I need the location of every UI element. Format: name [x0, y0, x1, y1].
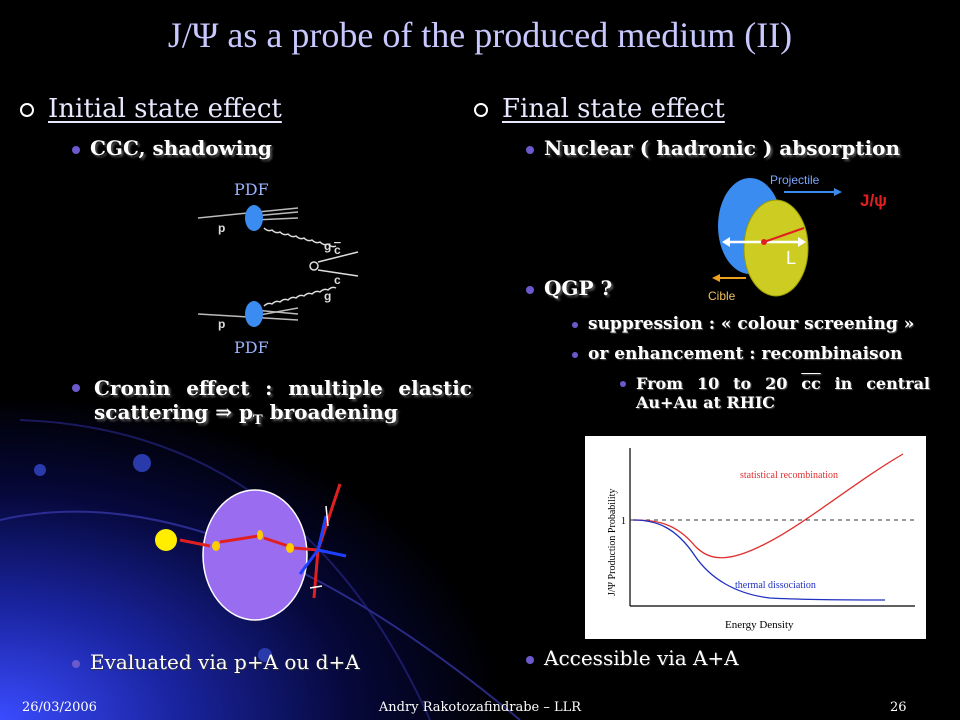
cronin-scattering-diagram [155, 483, 347, 621]
feynman-p2: p [218, 317, 225, 331]
pdf-label-bottom: PDF [234, 338, 269, 357]
cronin-pt-sub: T [252, 413, 263, 428]
pdf-blob-top [245, 205, 263, 231]
graph-xlabel: Energy Density [725, 619, 794, 631]
cronin-line1: Cronin effect : multiple elastic [94, 376, 472, 400]
recombination-curve [632, 453, 904, 559]
left-item-cgc-text: CGC, shadowing [90, 136, 272, 160]
bullet-icon [526, 285, 534, 294]
pdf-label-top: PDF [234, 180, 269, 199]
rhic-line1b: in central [820, 374, 931, 393]
footer-author: Andry Rakotozafindrabe – LLR [378, 700, 582, 715]
slide-title: J/Ψ as a probe of the produced medium (I… [167, 15, 793, 55]
right-heading-text: Final state effect [502, 94, 725, 124]
right-item-qgp: QGP ? [526, 276, 612, 300]
bullet-icon [526, 655, 534, 664]
right-item-qgp-text: QGP ? [544, 276, 613, 300]
feynman-cbar: c [334, 243, 341, 257]
bullet-icon [572, 351, 578, 358]
left-item-cronin: Cronin effect : multiple elastic scatter… [72, 376, 472, 428]
bullet-icon [620, 381, 626, 387]
graph-ylabel: J/Ψ Production Probability [607, 489, 618, 596]
qgp-sub-suppression-text: suppression : « colour screening » [588, 314, 915, 334]
y-tick-1: 1 [621, 516, 626, 527]
cible-label: Cible [708, 289, 736, 303]
cronin-pt: p [232, 400, 253, 424]
curve-label-dissociation: thermal dissociation [735, 580, 816, 591]
bullet-icon [72, 384, 80, 392]
rhic-line2: Au+Au at RHIC [636, 393, 776, 412]
cronin-line2c: broadening [262, 400, 398, 424]
right-item-absorption-text: Nuclear ( hadronic ) absorption [544, 136, 901, 160]
feynman-g2: g [324, 289, 331, 303]
qgp-sub-enhancement: or enhancement : recombinaison [572, 344, 902, 364]
implies-arrow-icon: ⇒ [215, 400, 232, 424]
pdf-blob-bottom [245, 301, 263, 327]
qgp-sub-enhancement-text: or enhancement : recombinaison [588, 344, 903, 364]
jpsi-label: J/ψ [860, 191, 887, 210]
projectile-particle [155, 529, 177, 551]
feynman-g1: g [324, 239, 331, 253]
curve-label-recombination: statistical recombination [740, 470, 838, 481]
footer-date: 26/03/2006 [22, 700, 97, 715]
right-heading: Final state effect [474, 94, 725, 124]
absorption-diagram: Projectile J/ψ L Cible [708, 173, 887, 303]
qgp-subsub-rhic: From 10 to 20 cc in central Au+Au at RHI… [620, 374, 930, 412]
bullet-icon [72, 145, 80, 154]
rhic-cc: cc [801, 374, 821, 393]
right-item-absorption: Nuclear ( hadronic ) absorption [526, 136, 900, 160]
feynman-diagram: p p g g c c [198, 205, 359, 331]
feynman-c: c [334, 273, 341, 287]
qgp-sub-suppression: suppression : « colour screening » [572, 314, 914, 334]
footer-page-number: 26 [890, 700, 907, 715]
feynman-p1: p [218, 221, 225, 235]
dissociation-curve [632, 519, 886, 601]
rhic-line1a: From 10 to 20 [636, 374, 802, 393]
hollow-bullet-icon [474, 103, 488, 117]
left-heading-text: Initial state effect [48, 94, 282, 124]
length-label: L [786, 248, 796, 268]
bullet-icon [72, 659, 80, 668]
bullet-icon [572, 321, 578, 328]
right-item-accessible-text: Accessible via A+A [544, 646, 739, 670]
projectile-nucleus [743, 199, 809, 297]
left-heading: Initial state effect [20, 94, 282, 124]
nucleus [202, 489, 308, 621]
production-probability-graph: 1 J/Ψ Production Probability Energy Dens… [585, 436, 926, 639]
hollow-bullet-icon [20, 103, 34, 117]
right-item-accessible: Accessible via A+A [526, 646, 739, 670]
left-item-evaluated: Evaluated via p+A ou d+A [72, 650, 360, 674]
left-item-evaluated-text: Evaluated via p+A ou d+A [90, 650, 360, 674]
bullet-icon [526, 145, 534, 154]
projectile-label: Projectile [770, 173, 820, 187]
cronin-line2a: scattering [94, 400, 216, 424]
left-item-cgc: CGC, shadowing [72, 136, 272, 160]
